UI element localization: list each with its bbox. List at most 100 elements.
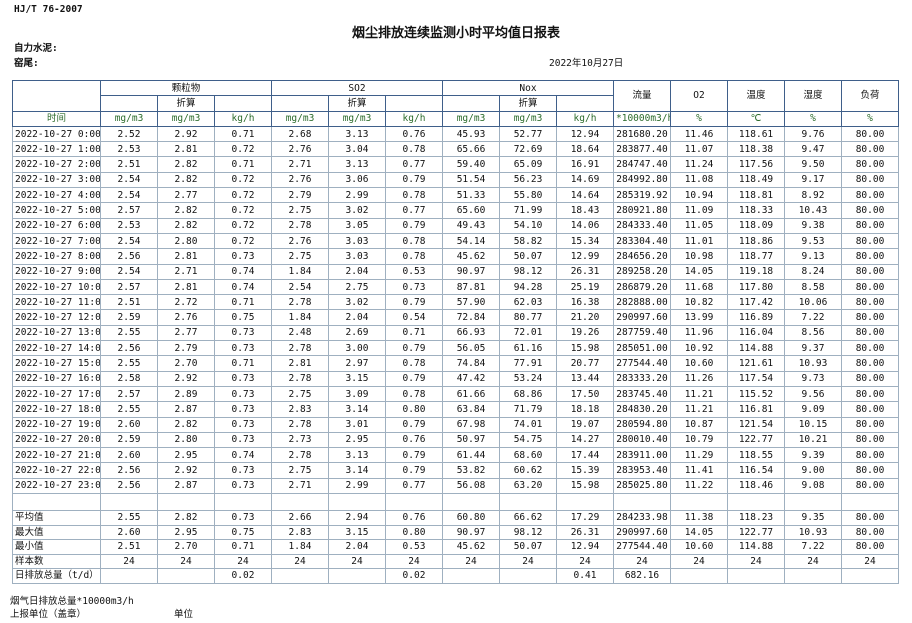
summary-value: 90.97 xyxy=(442,524,500,540)
value-cell: 2.78 xyxy=(271,370,329,387)
value-cell: 0.78 xyxy=(385,187,443,204)
time-cell: 2022-10-27 22:00 xyxy=(12,462,101,479)
value-cell: 289258.20 xyxy=(613,263,671,280)
value-cell: 63.20 xyxy=(499,477,557,495)
value-cell: 50.07 xyxy=(499,248,557,265)
value-cell: 2.70 xyxy=(157,355,215,372)
value-cell: 9.50 xyxy=(784,156,842,173)
value-cell: 80.00 xyxy=(841,462,899,479)
summary-value: 12.94 xyxy=(556,539,614,555)
value-cell: 8.56 xyxy=(784,324,842,342)
value-cell: 10.79 xyxy=(670,431,728,449)
summary-value: 24 xyxy=(271,553,329,569)
summary-value: 284233.98 xyxy=(613,510,671,526)
value-cell: 9.08 xyxy=(784,477,842,495)
table-row: 时间 mg/m3 mg/m3 kg/h mg/m3 mg/m3 kg/h mg/m3 mg/m3… xyxy=(12,110,899,127)
column-header: O2 xyxy=(670,80,728,112)
value-cell: 87.81 xyxy=(442,278,500,296)
value-cell: 11.01 xyxy=(670,232,728,250)
value-cell: 67.98 xyxy=(442,416,500,433)
value-cell: 2.56 xyxy=(100,462,158,479)
value-cell: 284656.20 xyxy=(613,248,671,265)
table-row: 2022-10-27 21:00 2.60 2.95 0.74 2.78 3.13 0.79… xyxy=(12,447,899,464)
empty-cell xyxy=(12,493,101,512)
value-cell: 122.77 xyxy=(727,431,785,449)
value-cell: 61.66 xyxy=(442,385,500,403)
table-row: 2022-10-27 18:00 2.55 2.87 0.73 2.83 3.14 0.80… xyxy=(12,401,899,418)
value-cell: 0.74 xyxy=(214,447,272,464)
value-cell: 9.76 xyxy=(784,125,842,143)
value-cell: 65.66 xyxy=(442,141,500,158)
value-cell: 117.54 xyxy=(727,370,785,387)
value-cell: 283911.00 xyxy=(613,447,671,464)
value-cell: 56.05 xyxy=(442,340,500,357)
empty-cell xyxy=(100,493,158,512)
value-cell: 80.00 xyxy=(841,447,899,464)
summary-value: 0.02 xyxy=(214,568,272,584)
value-cell: 8.92 xyxy=(784,187,842,204)
value-cell: 118.33 xyxy=(727,202,785,219)
value-cell: 80.00 xyxy=(841,156,899,173)
value-cell: 2.51 xyxy=(100,294,158,311)
summary-label: 日排放总量（t/d） xyxy=(12,568,101,584)
summary-value: 9.35 xyxy=(784,510,842,526)
table-row: 2022-10-27 0:00 2.52 2.92 0.71 2.68 3.13 0.76 4… xyxy=(12,125,899,143)
time-cell: 2022-10-27 3:00 xyxy=(12,171,101,189)
summary-value: 0.75 xyxy=(214,524,272,540)
table-row: 2022-10-27 16:00 2.58 2.92 0.73 2.78 3.15 0.79… xyxy=(12,370,899,387)
summary-value: 2.82 xyxy=(157,510,215,526)
summary-value: 0.41 xyxy=(556,568,614,584)
value-cell: 116.89 xyxy=(727,309,785,326)
value-cell: 10.87 xyxy=(670,416,728,433)
value-cell: 0.53 xyxy=(385,263,443,280)
value-cell: 0.73 xyxy=(214,462,272,479)
value-cell: 284992.80 xyxy=(613,171,671,189)
value-cell: 283953.40 xyxy=(613,462,671,479)
value-cell: 51.33 xyxy=(442,187,500,204)
summary-label: 平均值 xyxy=(12,510,101,526)
value-cell: 80.00 xyxy=(841,477,899,495)
value-cell: 9.56 xyxy=(784,385,842,403)
value-cell: 283745.40 xyxy=(613,385,671,403)
table-row: 样本数 24 24 24 24 24 24 24 24 24 24 24 24 24 24 xyxy=(12,553,899,569)
value-cell: 0.78 xyxy=(385,385,443,403)
value-cell: 45.93 xyxy=(442,125,500,143)
value-cell: 0.80 xyxy=(385,401,443,418)
value-cell: 2.83 xyxy=(271,401,329,418)
empty-cell xyxy=(442,568,500,584)
value-cell: 3.13 xyxy=(328,447,386,464)
value-cell: 118.86 xyxy=(727,232,785,250)
value-cell: 0.75 xyxy=(214,309,272,326)
value-cell: 2.78 xyxy=(271,217,329,234)
value-cell: 3.14 xyxy=(328,401,386,418)
value-cell: 15.98 xyxy=(556,340,614,357)
value-cell: 2.54 xyxy=(100,187,158,204)
value-cell: 54.10 xyxy=(499,217,557,234)
value-cell: 80.00 xyxy=(841,416,899,433)
value-cell: 80.00 xyxy=(841,278,899,296)
unit-header: kg/h xyxy=(385,110,443,127)
table-row: 日排放总量（t/d） 0.02 0.02 0.41 682.16 xyxy=(12,568,899,584)
value-cell: 15.39 xyxy=(556,462,614,479)
value-cell: 1.84 xyxy=(271,263,329,280)
value-cell: 11.21 xyxy=(670,401,728,418)
table-row: 2022-10-27 17:00 2.57 2.89 0.73 2.75 3.09 0.78… xyxy=(12,385,899,403)
value-cell: 0.71 xyxy=(214,156,272,173)
value-cell: 10.94 xyxy=(670,187,728,204)
value-cell: 98.12 xyxy=(499,263,557,280)
value-cell: 80.00 xyxy=(841,294,899,311)
value-cell: 59.40 xyxy=(442,156,500,173)
summary-value: 66.62 xyxy=(499,510,557,526)
value-cell: 0.79 xyxy=(385,340,443,357)
value-cell: 80.00 xyxy=(841,141,899,158)
value-cell: 2.59 xyxy=(100,309,158,326)
value-cell: 2.75 xyxy=(328,278,386,296)
value-cell: 12.99 xyxy=(556,248,614,265)
summary-label: 最大值 xyxy=(12,524,101,540)
value-cell: 0.72 xyxy=(214,141,272,158)
value-cell: 11.24 xyxy=(670,156,728,173)
value-cell: 117.42 xyxy=(727,294,785,311)
value-cell: 283304.40 xyxy=(613,232,671,250)
value-cell: 13.99 xyxy=(670,309,728,326)
summary-value: 290997.60 xyxy=(613,524,671,540)
